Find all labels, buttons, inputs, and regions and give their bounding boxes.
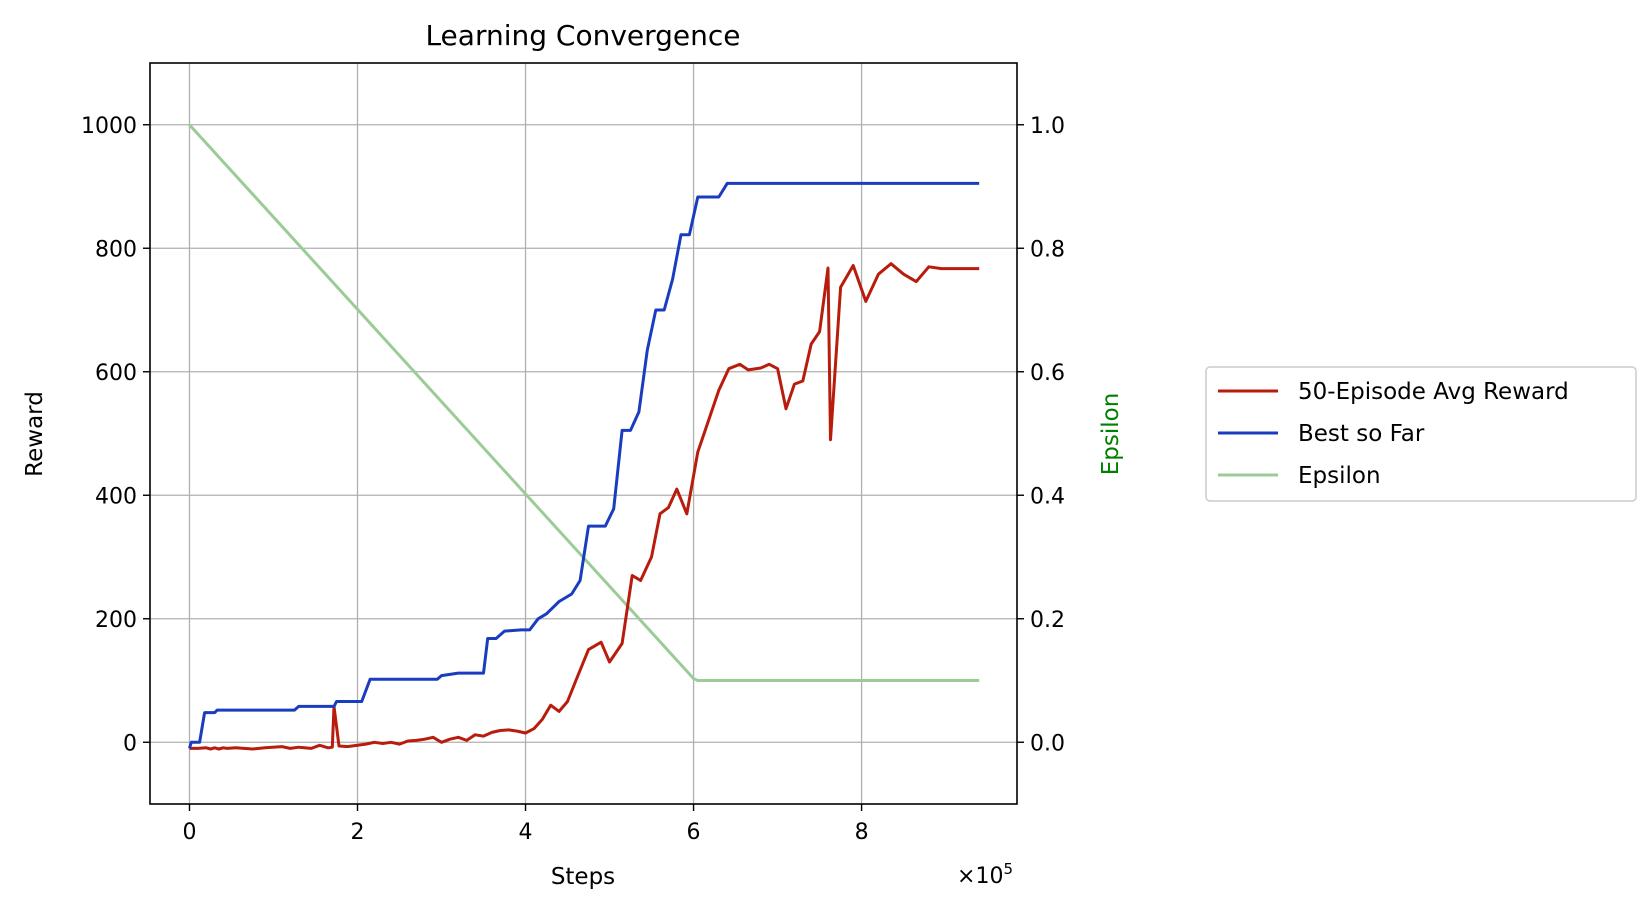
x-axis-label: Steps — [551, 864, 615, 890]
legend-label-epsilon: Epsilon — [1298, 463, 1381, 489]
grid-lines — [150, 63, 1017, 804]
y2-tick-label: 0.0 — [1030, 731, 1065, 756]
plot-frame — [149, 62, 1018, 805]
y2-axis-ticks: 0.0 0.2 0.4 0.6 0.8 1.0 — [1017, 114, 1065, 756]
plot-series — [188, 123, 980, 751]
y2-tick-label: 0.6 — [1030, 361, 1065, 386]
y-tick-label: 200 — [95, 608, 137, 633]
y-tick-label: 0 — [123, 731, 137, 756]
y2-tick-label: 0.4 — [1030, 484, 1065, 509]
y2-tick-label: 0.8 — [1030, 237, 1065, 262]
series-line-50-episode-avg-reward — [189, 262, 980, 751]
chart-title: Learning Convergence — [425, 19, 740, 52]
x-axis-ticks: 0 2 4 6 8 — [182, 804, 869, 845]
y2-axis-label: Epsilon — [1098, 393, 1124, 476]
y-axis-label: Reward — [22, 391, 48, 477]
x-tick-label: 6 — [687, 820, 701, 845]
y-tick-label: 800 — [95, 237, 137, 262]
y-tick-label: 600 — [95, 361, 137, 386]
series-line-best-so-far — [188, 181, 980, 749]
y-tick-label: 1000 — [81, 114, 137, 139]
y2-tick-label: 1.0 — [1030, 114, 1065, 139]
chart-legend: 50-Episode Avg Reward Best so Far Epsilon — [1205, 366, 1637, 502]
legend-box — [1205, 366, 1637, 502]
legend-label-best-so-far: Best so Far — [1298, 421, 1425, 447]
x-axis-scale-exponent: 5 — [1003, 860, 1013, 878]
series-line-epsilon — [188, 123, 980, 682]
legend-label-50-episode-avg-reward: 50-Episode Avg Reward — [1298, 379, 1569, 405]
x-axis-scale-prefix: ×10 — [957, 864, 1003, 889]
x-tick-label: 2 — [351, 820, 365, 845]
x-tick-label: 0 — [182, 820, 196, 845]
y-axis-ticks: 0 200 400 600 800 1000 — [81, 114, 150, 756]
y-tick-label: 400 — [95, 484, 137, 509]
x-tick-label: 4 — [519, 820, 533, 845]
y2-tick-label: 0.2 — [1030, 608, 1065, 633]
x-tick-label: 8 — [855, 820, 869, 845]
x-axis-scale-label: ×105 — [957, 860, 1013, 889]
